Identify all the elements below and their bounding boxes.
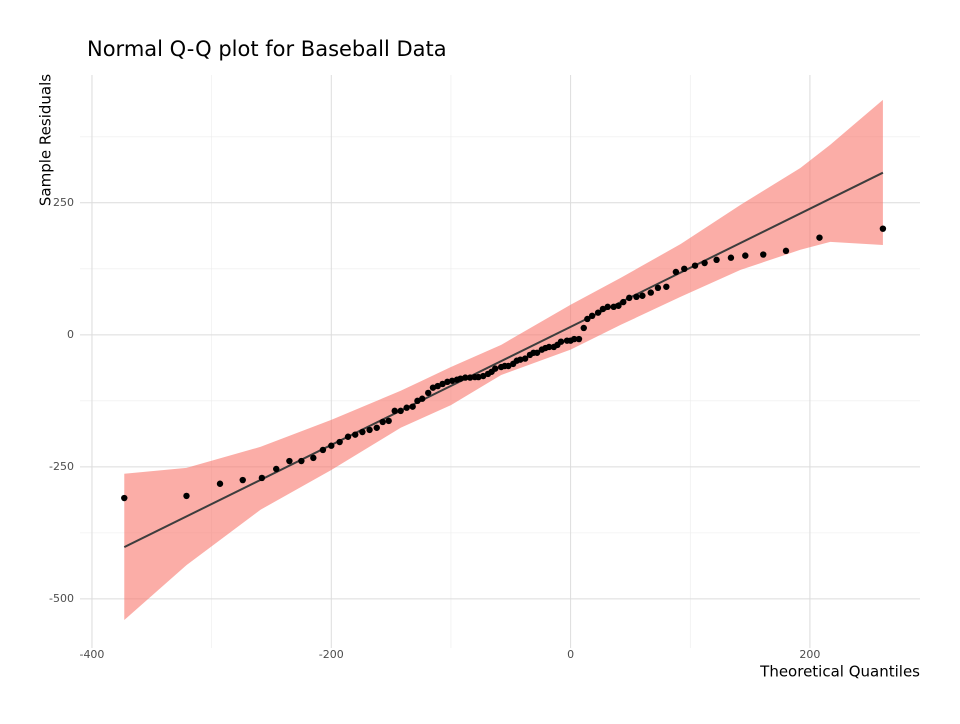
point bbox=[379, 418, 386, 426]
point bbox=[584, 315, 591, 323]
point bbox=[310, 454, 317, 462]
point bbox=[286, 457, 293, 465]
point bbox=[533, 349, 541, 356]
x-tick-label: 200 bbox=[799, 648, 820, 661]
point bbox=[588, 312, 596, 320]
point bbox=[183, 492, 190, 500]
x-tick-label: -200 bbox=[319, 648, 344, 661]
point bbox=[557, 338, 565, 345]
plot bbox=[121, 99, 887, 621]
point bbox=[517, 356, 524, 363]
point bbox=[879, 225, 887, 232]
point bbox=[328, 442, 335, 449]
point bbox=[570, 335, 578, 343]
point bbox=[359, 428, 366, 436]
y-tick-label: 250 bbox=[53, 196, 74, 209]
point bbox=[352, 431, 359, 438]
point bbox=[639, 292, 646, 299]
y-tick-label: -500 bbox=[49, 592, 74, 605]
point bbox=[298, 457, 305, 465]
point bbox=[239, 476, 246, 484]
point bbox=[258, 474, 266, 482]
point bbox=[545, 343, 553, 351]
point bbox=[480, 372, 487, 380]
point bbox=[425, 389, 432, 397]
point bbox=[647, 289, 654, 296]
point bbox=[580, 324, 587, 332]
point bbox=[594, 309, 602, 316]
point bbox=[742, 252, 749, 259]
point bbox=[273, 465, 280, 473]
point bbox=[403, 404, 410, 411]
x-tick-label: -400 bbox=[79, 648, 104, 661]
point bbox=[615, 302, 622, 309]
point bbox=[691, 262, 699, 269]
point bbox=[319, 446, 327, 454]
y-tick-label: 0 bbox=[67, 328, 74, 341]
point bbox=[366, 426, 373, 434]
point bbox=[336, 438, 343, 446]
point bbox=[216, 480, 224, 487]
point bbox=[760, 251, 767, 258]
point bbox=[492, 365, 499, 372]
point bbox=[505, 362, 512, 370]
point bbox=[663, 283, 670, 290]
point bbox=[633, 293, 640, 301]
point bbox=[457, 375, 464, 382]
point bbox=[462, 374, 469, 381]
point bbox=[816, 234, 823, 241]
point bbox=[444, 378, 451, 386]
point bbox=[466, 374, 474, 381]
chart-title: Normal Q-Q plot for Baseball Data bbox=[87, 37, 447, 61]
x-axis-label: Theoretical Quantiles bbox=[759, 663, 920, 681]
point bbox=[448, 377, 456, 384]
point bbox=[475, 373, 482, 381]
point bbox=[599, 305, 607, 313]
point bbox=[782, 247, 790, 255]
point bbox=[419, 395, 426, 402]
point bbox=[397, 407, 404, 415]
point bbox=[626, 294, 633, 302]
point bbox=[385, 417, 392, 425]
point bbox=[713, 256, 720, 264]
point bbox=[610, 303, 617, 311]
point bbox=[521, 355, 529, 362]
point bbox=[391, 407, 398, 415]
point bbox=[672, 268, 680, 276]
reference-line bbox=[123, 171, 884, 549]
point bbox=[121, 494, 128, 502]
y-tick-label: -250 bbox=[49, 460, 74, 473]
point bbox=[620, 298, 627, 306]
y-axis-label: Sample Residuals bbox=[37, 74, 55, 206]
point bbox=[727, 254, 735, 261]
point bbox=[373, 424, 380, 431]
point bbox=[654, 284, 662, 292]
point bbox=[681, 265, 688, 273]
point bbox=[344, 433, 352, 440]
point bbox=[414, 397, 421, 405]
point bbox=[439, 380, 446, 388]
point bbox=[434, 382, 441, 390]
point bbox=[409, 403, 416, 410]
x-tick-label: 0 bbox=[567, 648, 574, 661]
point bbox=[575, 335, 583, 343]
point bbox=[604, 303, 611, 311]
point bbox=[701, 259, 708, 267]
